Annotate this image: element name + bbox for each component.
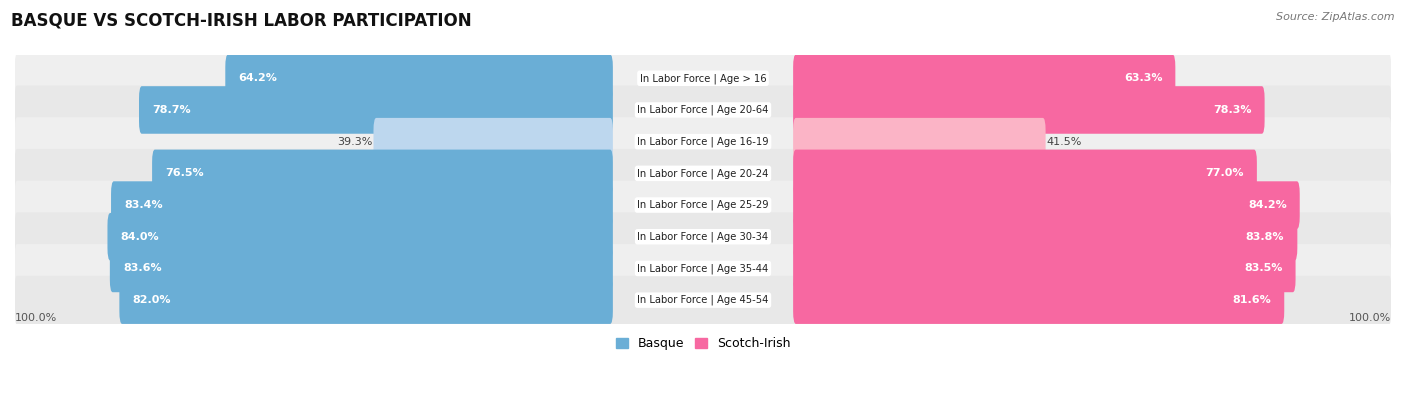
- FancyBboxPatch shape: [111, 181, 613, 229]
- Text: 81.6%: 81.6%: [1233, 295, 1271, 305]
- Text: 83.6%: 83.6%: [122, 263, 162, 273]
- FancyBboxPatch shape: [139, 86, 613, 134]
- Text: In Labor Force | Age 45-54: In Labor Force | Age 45-54: [637, 295, 769, 305]
- FancyBboxPatch shape: [793, 181, 1299, 229]
- FancyBboxPatch shape: [152, 150, 613, 197]
- Text: In Labor Force | Age 25-29: In Labor Force | Age 25-29: [637, 200, 769, 210]
- FancyBboxPatch shape: [15, 276, 1391, 325]
- Text: 100.0%: 100.0%: [15, 313, 58, 323]
- FancyBboxPatch shape: [15, 54, 1391, 103]
- Text: 39.3%: 39.3%: [337, 137, 373, 147]
- FancyBboxPatch shape: [107, 213, 613, 261]
- FancyBboxPatch shape: [374, 118, 613, 166]
- FancyBboxPatch shape: [15, 86, 1391, 134]
- Text: 41.5%: 41.5%: [1046, 137, 1081, 147]
- FancyBboxPatch shape: [15, 244, 1391, 293]
- Text: 64.2%: 64.2%: [239, 73, 277, 83]
- Text: 77.0%: 77.0%: [1205, 168, 1244, 179]
- Text: 100.0%: 100.0%: [1348, 313, 1391, 323]
- Text: 78.7%: 78.7%: [152, 105, 191, 115]
- Text: In Labor Force | Age 16-19: In Labor Force | Age 16-19: [637, 136, 769, 147]
- Text: In Labor Force | Age 35-44: In Labor Force | Age 35-44: [637, 263, 769, 274]
- Text: 63.3%: 63.3%: [1123, 73, 1163, 83]
- Text: 83.8%: 83.8%: [1246, 232, 1284, 242]
- FancyBboxPatch shape: [793, 150, 1257, 197]
- Legend: Basque, Scotch-Irish: Basque, Scotch-Irish: [610, 332, 796, 356]
- Text: 82.0%: 82.0%: [132, 295, 172, 305]
- Text: In Labor Force | Age > 16: In Labor Force | Age > 16: [640, 73, 766, 83]
- FancyBboxPatch shape: [15, 117, 1391, 166]
- Text: In Labor Force | Age 30-34: In Labor Force | Age 30-34: [637, 231, 769, 242]
- Text: 83.5%: 83.5%: [1244, 263, 1282, 273]
- FancyBboxPatch shape: [793, 213, 1298, 261]
- FancyBboxPatch shape: [793, 86, 1264, 134]
- Text: 84.2%: 84.2%: [1249, 200, 1286, 210]
- Text: BASQUE VS SCOTCH-IRISH LABOR PARTICIPATION: BASQUE VS SCOTCH-IRISH LABOR PARTICIPATI…: [11, 12, 472, 30]
- FancyBboxPatch shape: [15, 181, 1391, 229]
- Text: 83.4%: 83.4%: [124, 200, 163, 210]
- Text: 78.3%: 78.3%: [1213, 105, 1251, 115]
- FancyBboxPatch shape: [793, 118, 1046, 166]
- Text: In Labor Force | Age 20-24: In Labor Force | Age 20-24: [637, 168, 769, 179]
- FancyBboxPatch shape: [793, 55, 1175, 102]
- FancyBboxPatch shape: [110, 245, 613, 292]
- FancyBboxPatch shape: [120, 276, 613, 324]
- FancyBboxPatch shape: [793, 276, 1284, 324]
- Text: Source: ZipAtlas.com: Source: ZipAtlas.com: [1277, 12, 1395, 22]
- FancyBboxPatch shape: [793, 245, 1295, 292]
- FancyBboxPatch shape: [15, 213, 1391, 261]
- Text: 76.5%: 76.5%: [165, 168, 204, 179]
- FancyBboxPatch shape: [15, 149, 1391, 198]
- Text: In Labor Force | Age 20-64: In Labor Force | Age 20-64: [637, 105, 769, 115]
- Text: 84.0%: 84.0%: [121, 232, 159, 242]
- FancyBboxPatch shape: [225, 55, 613, 102]
